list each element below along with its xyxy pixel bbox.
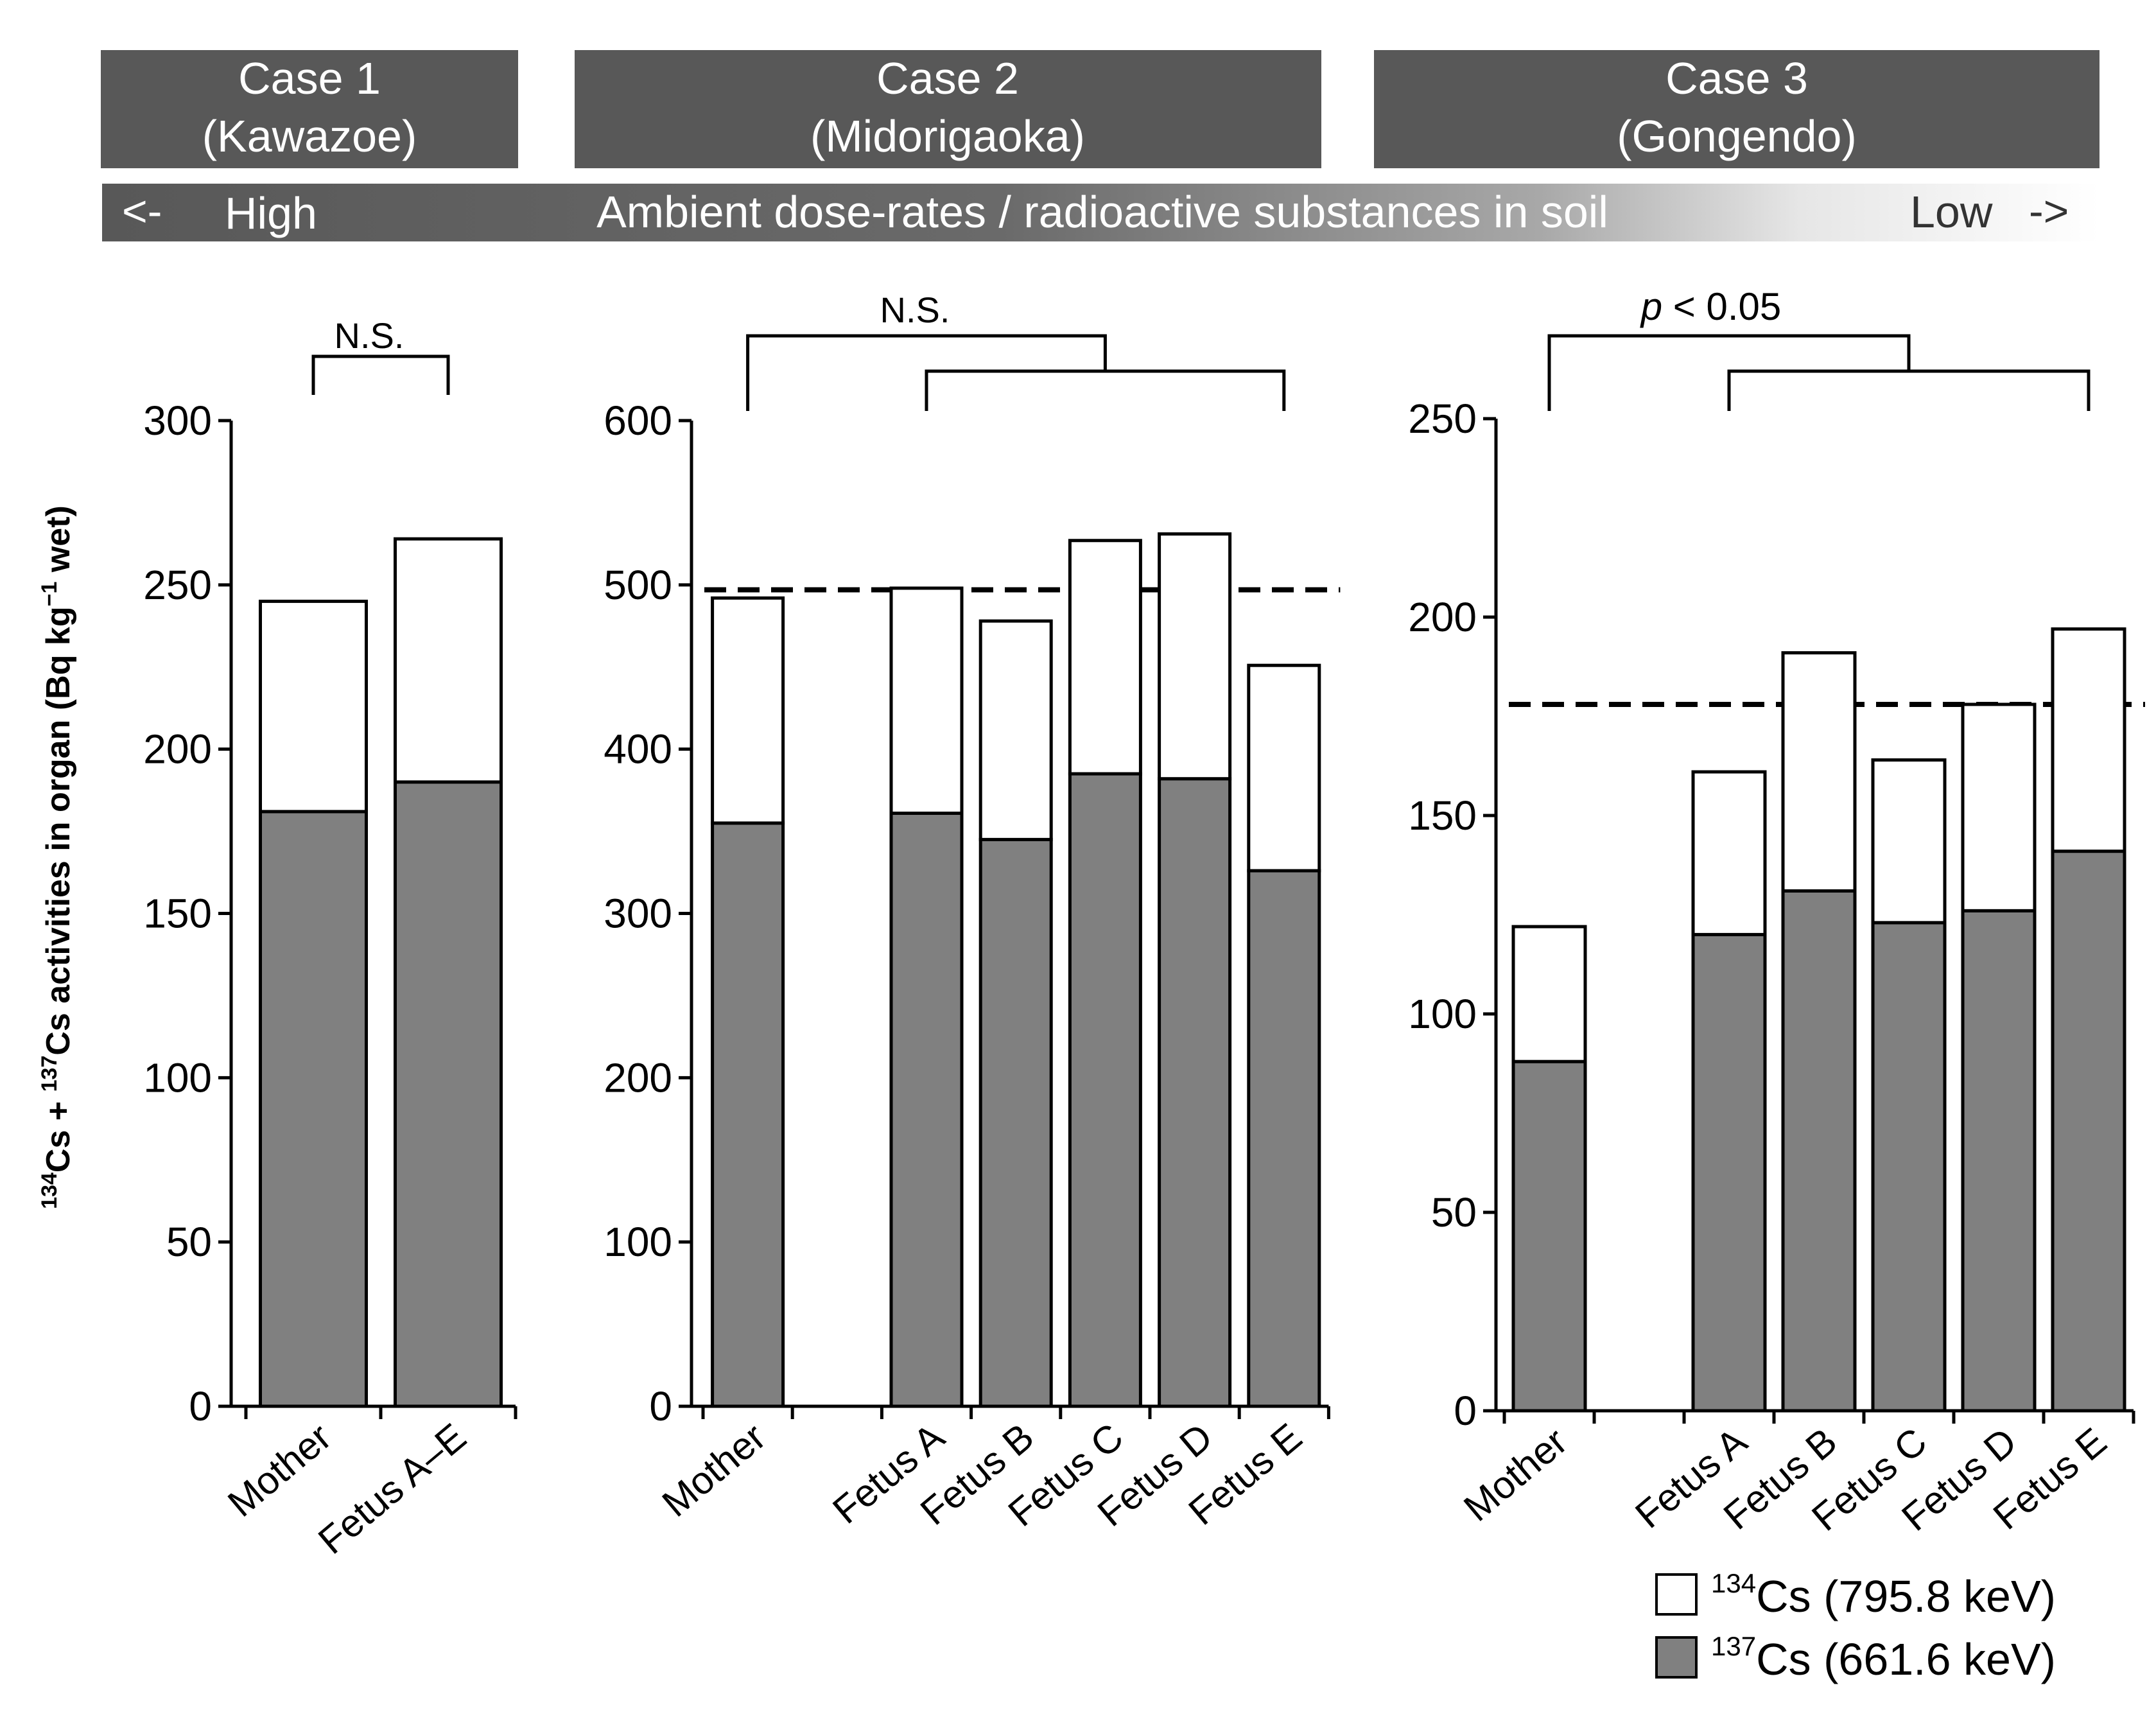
- y-tick-label: 500: [604, 562, 672, 608]
- y-tick-label: 200: [1408, 594, 1477, 640]
- case-title: Case 3: [1665, 53, 1808, 103]
- y-tick-label: 100: [143, 1054, 212, 1101]
- bar-cs134: [1691, 770, 1767, 936]
- bar-cs134: [889, 586, 964, 815]
- y-tick-label: 250: [1408, 396, 1477, 442]
- y-tick-label: 100: [1408, 991, 1477, 1037]
- significance-bracket: [1547, 334, 1911, 411]
- case-header-3: Case 3 (Gongendo): [1374, 50, 2099, 168]
- bar-cs134: [2051, 627, 2126, 853]
- bar-cs137: [259, 810, 368, 1408]
- bar-cs134: [1511, 925, 1587, 1063]
- case-header-1: Case 1 (Kawazoe): [101, 50, 518, 168]
- y-tick-label: 0: [1454, 1388, 1477, 1434]
- case-header-box: [575, 50, 1321, 168]
- bar-cs137: [711, 821, 785, 1408]
- significance-label: N.S.: [335, 315, 404, 356]
- bar-cs134: [1247, 663, 1321, 873]
- bar-cs134: [711, 596, 785, 825]
- bar-cs137: [2051, 850, 2126, 1413]
- bar-cs134: [1961, 702, 2037, 912]
- bar-cs137: [1511, 1060, 1587, 1413]
- x-category-label: Fetus A–E: [310, 1415, 474, 1562]
- left-arrow: <-: [122, 187, 162, 236]
- gradient-center-label: Ambient dose-rates / radioactive substan…: [596, 187, 1608, 237]
- y-axis-label: 134Cs + 137Cs activities in organ (Bq kg…: [37, 505, 77, 1209]
- high-label: High: [225, 188, 317, 238]
- legend-label-cs134: 134Cs (795.8 keV): [1711, 1568, 2056, 1621]
- y-tick-label: 600: [604, 397, 672, 444]
- y-tick-label: 100: [604, 1219, 672, 1265]
- y-tick-label: 250: [143, 562, 212, 608]
- y-tick-label: 0: [189, 1383, 212, 1429]
- case-subtitle: (Gongendo): [1617, 111, 1857, 161]
- bar-cs137: [978, 837, 1053, 1408]
- case-header-2: Case 2 (Midorigaoka): [575, 50, 1321, 168]
- case-subtitle: (Midorigaoka): [810, 111, 1085, 161]
- y-tick-label: 50: [1431, 1189, 1477, 1235]
- significance-bracket: [311, 354, 450, 395]
- legend-swatch-cs137: [1655, 1636, 1698, 1679]
- bar-cs134: [1871, 758, 1947, 925]
- case-header-box: [101, 50, 518, 168]
- bar-cs137: [394, 780, 503, 1408]
- significance-label: N.S.: [880, 290, 950, 330]
- bar-cs134: [259, 599, 368, 814]
- y-tick-label: 150: [1408, 792, 1477, 839]
- legend-label-cs137: 137Cs (661.6 keV): [1711, 1631, 2056, 1684]
- y-tick-label: 150: [143, 891, 212, 937]
- y-tick-label: 300: [604, 891, 672, 937]
- legend-swatch-cs134: [1655, 1573, 1698, 1616]
- bar-cs134: [978, 619, 1053, 841]
- bar-cs137: [1691, 932, 1767, 1413]
- case-title: Case 2: [876, 53, 1019, 103]
- low-label: Low: [1910, 187, 1993, 237]
- bar-cs137: [889, 811, 964, 1408]
- case-header-box: [1374, 50, 2099, 168]
- gradient-fill: [102, 184, 2099, 241]
- y-tick-label: 200: [143, 726, 212, 772]
- case-title: Case 1: [238, 53, 381, 103]
- bar-cs137: [1781, 889, 1857, 1413]
- bar-cs137: [1068, 772, 1142, 1408]
- y-tick-label: 400: [604, 726, 672, 772]
- bar-cs137: [1158, 777, 1232, 1408]
- significance-label: p < 0.05: [1640, 285, 1782, 328]
- fetus-group-bracket: [925, 369, 1286, 411]
- bar-cs137: [1247, 869, 1321, 1408]
- y-tick-label: 200: [604, 1054, 672, 1101]
- bar-cs134: [394, 537, 503, 784]
- bar-cs134: [1158, 532, 1232, 781]
- x-category-label: Mother: [1456, 1420, 1575, 1530]
- y-tick-label: 50: [166, 1219, 212, 1265]
- bar-cs137: [1871, 921, 1947, 1413]
- bar-cs134: [1781, 651, 1857, 893]
- bar-cs137: [1961, 909, 2037, 1413]
- significance-bracket: [746, 334, 1107, 411]
- x-category-label: Mother: [220, 1415, 339, 1525]
- legend: 134Cs (795.8 keV) 137Cs (661.6 keV): [1655, 1568, 2056, 1684]
- case-subtitle: (Kawazoe): [202, 111, 417, 161]
- y-tick-label: 300: [143, 397, 212, 444]
- bar-cs134: [1068, 539, 1142, 776]
- y-tick-label: 0: [649, 1383, 672, 1429]
- dose-gradient-bar: <- High Ambient dose-rates / radioactive…: [102, 184, 2099, 241]
- right-arrow: ->: [2029, 187, 2069, 236]
- x-category-label: Mother: [654, 1415, 774, 1525]
- fetus-group-bracket: [1727, 369, 2091, 411]
